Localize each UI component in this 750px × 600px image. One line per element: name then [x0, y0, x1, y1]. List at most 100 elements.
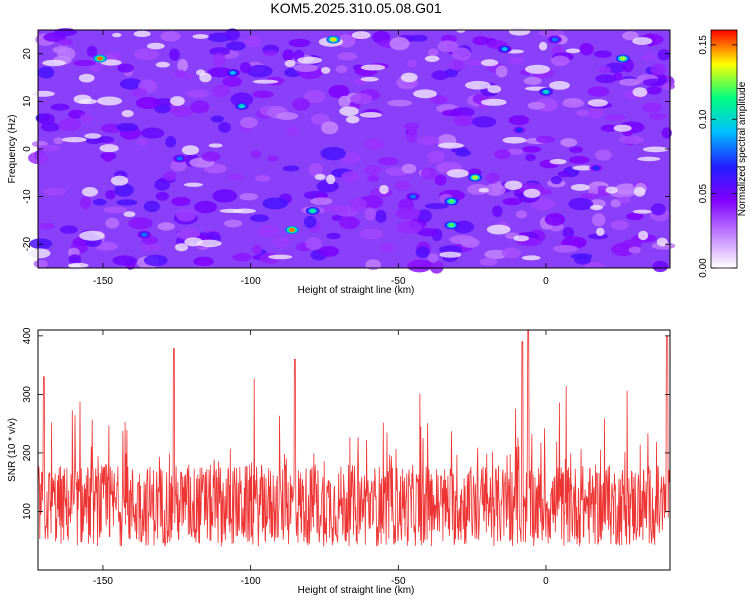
heatmap-cell — [263, 50, 278, 57]
snr-x-tick-label: -50 — [391, 576, 406, 587]
heatmap-low-region — [61, 137, 87, 143]
heatmap-cell — [568, 197, 594, 211]
heatmap-cell — [230, 92, 254, 107]
heatmap-cell — [42, 187, 67, 196]
heatmap-cell — [59, 225, 78, 234]
snr-y-tick-label: 400 — [22, 327, 33, 344]
heatmap-cell — [579, 42, 594, 56]
heatmap-cell — [33, 259, 49, 269]
heatmap-cell — [452, 220, 475, 234]
heatmap-low-region — [146, 42, 165, 50]
heatmap-low-region — [284, 59, 296, 68]
heatmap-cell — [415, 246, 430, 259]
heatmap-cell — [600, 124, 618, 132]
heatmap-cell — [420, 167, 437, 180]
heatmap-cell — [318, 245, 340, 257]
heatmap-low-region — [297, 56, 323, 64]
heatmap-low-region — [572, 165, 595, 171]
heatmap-cell — [651, 203, 666, 216]
heatmap-low-region — [314, 173, 326, 180]
heatmap-low-region — [521, 255, 541, 261]
heatmap-low-region — [155, 61, 170, 68]
heatmap-cell — [641, 102, 663, 113]
heatmap-low-region — [123, 211, 136, 218]
heatmap-cell — [275, 112, 299, 120]
heatmap-low-region — [110, 175, 129, 186]
heatmap-cell — [177, 58, 188, 73]
heatmap-peak — [238, 104, 245, 109]
heatmap-cell — [303, 215, 317, 229]
heatmap-cell — [338, 95, 351, 108]
heatmap-cell — [562, 99, 585, 108]
heatmap-cell — [359, 228, 384, 240]
heatmap-cell — [557, 170, 571, 178]
snr-x-tick-label: -150 — [93, 576, 113, 587]
heatmap-cell — [650, 63, 666, 76]
heatmap-cell — [165, 136, 177, 148]
heatmap-cell — [506, 148, 524, 155]
heatmap-low-region — [656, 237, 668, 247]
heatmap-cell — [227, 173, 244, 181]
heatmap-cell — [576, 109, 589, 117]
heatmap-cell — [377, 157, 399, 166]
heatmap-low-region — [437, 142, 464, 149]
heatmap-cell — [595, 149, 612, 161]
heatmap-cell — [501, 247, 522, 259]
heatmap-cell — [652, 260, 669, 273]
heatmap-x-tick-label: -150 — [93, 276, 113, 287]
heatmap-cell — [272, 236, 290, 248]
heatmap-field — [28, 27, 676, 274]
heatmap-cell — [103, 206, 128, 214]
heatmap-low-region — [133, 30, 151, 38]
heatmap-cell — [86, 45, 98, 57]
heatmap-cell — [472, 35, 489, 46]
colorbar-axis: 0.00 0.05 0.10 0.15 — [698, 35, 737, 278]
heatmap-cell — [447, 59, 466, 71]
heatmap-peak — [593, 166, 600, 171]
heatmap-cell — [335, 65, 348, 74]
heatmap-cell — [453, 114, 475, 127]
heatmap-cell — [96, 136, 115, 144]
heatmap-cell — [170, 159, 187, 172]
heatmap-cell — [472, 116, 497, 128]
heatmap-cell — [562, 227, 575, 239]
heatmap-cell — [310, 197, 333, 205]
heatmap-cell — [375, 210, 387, 223]
heatmap-low-region — [587, 99, 608, 107]
heatmap-cell — [583, 261, 605, 269]
heatmap-low-region — [360, 77, 379, 82]
heatmap-low-region — [538, 41, 548, 51]
heatmap-low-region — [549, 81, 570, 90]
heatmap-cell — [102, 151, 114, 163]
heatmap-peak — [619, 56, 626, 61]
heatmap-cell — [434, 174, 447, 186]
heatmap-peak — [229, 70, 236, 75]
colorbar-gradient — [711, 30, 737, 268]
heatmap-cell — [173, 69, 186, 77]
heatmap-low-region — [486, 224, 511, 235]
heatmap-low-region — [605, 186, 618, 194]
heatmap-low-region — [96, 96, 122, 106]
snr-x-axis: -150 -100 -50 0 — [93, 330, 549, 587]
heatmap-low-region — [642, 146, 669, 153]
heatmap-cell — [311, 113, 330, 125]
heatmap-cell — [112, 255, 138, 266]
heatmap-cell — [79, 196, 92, 210]
heatmap-low-region — [351, 31, 371, 40]
heatmap-peak — [330, 37, 337, 42]
heatmap-low-region — [424, 55, 440, 62]
heatmap-cell — [479, 257, 498, 266]
heatmap-cell — [326, 232, 341, 240]
heatmap-low-region — [174, 243, 188, 252]
snr-y-tick-label: 100 — [22, 503, 33, 520]
heatmap-cell — [485, 172, 500, 184]
heatmap-cell — [625, 212, 644, 221]
heatmap-cell — [143, 254, 168, 267]
heatmap-cell — [337, 52, 358, 61]
heatmap-low-region — [219, 208, 244, 214]
colorbar: 0.00 0.05 0.10 0.15 Normalized spectral amp… — [698, 29, 748, 278]
heatmap-cell — [218, 122, 231, 133]
heatmap-peak — [141, 232, 148, 237]
heatmap-cell — [252, 90, 274, 99]
